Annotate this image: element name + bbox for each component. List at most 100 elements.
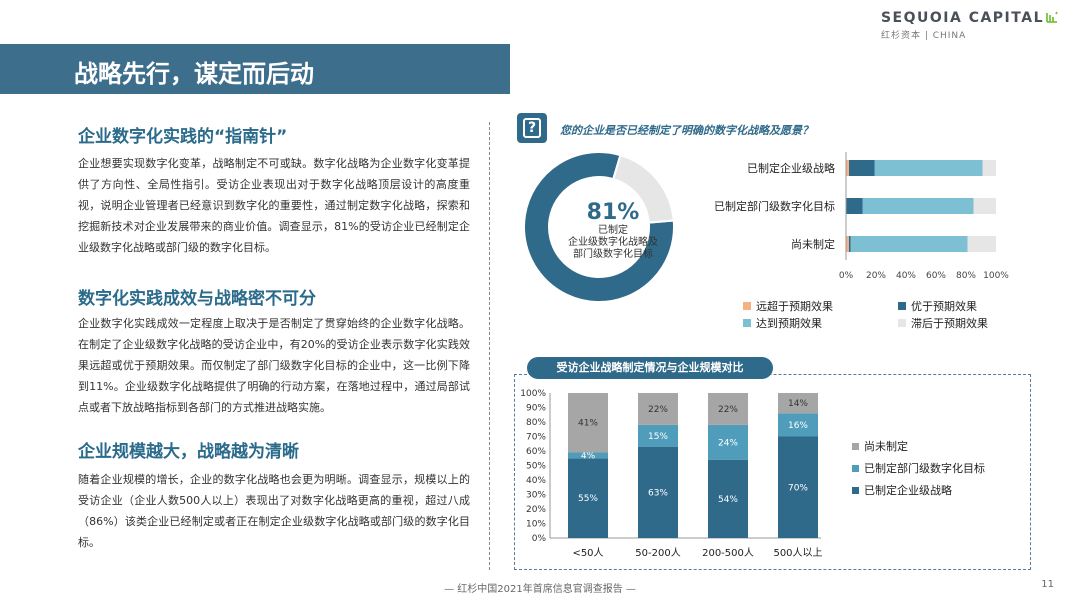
stacked-bar-segment [708, 393, 748, 425]
hbar-category-label: 已制定部门级数字化目标 [714, 200, 835, 213]
y-tick-label: 20% [526, 505, 546, 515]
data-label: 4% [581, 451, 596, 461]
size-chart-frame [514, 374, 1031, 570]
data-label: 15% [648, 432, 668, 442]
hbar-category-label: 尚未制定 [791, 238, 835, 251]
hbar-segment [846, 160, 849, 176]
hbar-tick-label: 60% [926, 271, 946, 281]
donut-slice [524, 151, 675, 303]
legend-label: 已制定企业级战略 [864, 483, 952, 497]
sequoia-logo: SEQUOIA CAPITAL 红杉资本 | CHINA [881, 10, 1058, 41]
data-label: 70% [788, 483, 808, 493]
section-body-results: 企业数字化实践成效一定程度上取决于是否制定了贯穿始终的企业数字化战略。在制定了企… [78, 317, 470, 414]
stacked-bar-segment [638, 393, 678, 425]
footer-text: — 红杉中国2021年首席信息官调查报告 — [444, 584, 636, 595]
data-label: 41% [578, 419, 598, 429]
data-label: 24% [718, 438, 738, 448]
data-label: 16% [788, 421, 808, 431]
data-label: 54% [718, 495, 738, 505]
hbar-segment [982, 160, 996, 176]
section-heading-compass: 企业数字化实践的“指南针” [78, 127, 288, 147]
hbar-chart: 0% 20% 40% 60% 80% 100% [839, 152, 1009, 281]
legend-label: 已制定部门级数字化目标 [864, 461, 985, 475]
donut-center-label: 81% 已制定 企业级数字化战略及 部门级数字化目标 [563, 200, 663, 261]
legend-label: 远超于预期效果 [756, 300, 833, 313]
question-icon: ? [517, 113, 547, 143]
hbar-segment [973, 198, 996, 214]
hbar-segment [850, 236, 968, 252]
hbar-segment [846, 198, 863, 214]
stacked-bar-segment [778, 393, 818, 414]
survey-question: 您的企业是否已经制定了明确的数字化战略及愿景？ [560, 124, 813, 137]
stacked-bar-segment [638, 446, 678, 538]
stacked-bar-segment [708, 424, 748, 460]
column-divider [489, 122, 490, 570]
stacked-bar-segment [568, 452, 608, 459]
title-bar [0, 44, 510, 94]
y-tick-label: 40% [526, 476, 546, 486]
y-tick-label: 50% [526, 462, 546, 472]
data-label: 63% [648, 488, 668, 498]
sequoia-leaf-icon [1046, 11, 1058, 23]
data-label: 14% [788, 399, 808, 409]
y-tick-label: 70% [526, 433, 546, 443]
donut-chart [524, 151, 675, 303]
legend-item: 达到预期效果 [743, 315, 822, 331]
hbar-segment [862, 198, 974, 214]
x-category-label: 500人以上 [773, 547, 822, 559]
y-tick-label: 10% [526, 520, 546, 530]
size-stacked-chart: 0% 10% 20% 30% 40% 50% 60% 70% 80% 90% 100% 55% 4% 41… [520, 389, 985, 559]
stacked-bar-segment [568, 458, 608, 538]
section-body-scale: 随着企业规模的增长，企业的数字化战略也会更为明晰。调查显示，规模以上的受访企业（… [78, 473, 470, 549]
legend-item: 优于预期效果 [898, 298, 977, 314]
hbar-tick-label: 40% [896, 271, 916, 281]
hbar-segment [874, 160, 983, 176]
legend-swatch [852, 443, 859, 450]
section-body-compass: 企业想要实现数字化变革，战略制定不可或缺。数字化战略为企业数字化变革提供了方向性… [78, 157, 470, 254]
donut-label-line: 企业级数字化战略及 [568, 237, 658, 248]
donut-label-line: 已制定 [598, 225, 628, 236]
donut-slice [612, 153, 675, 224]
legend-label: 达到预期效果 [756, 317, 822, 330]
legend-swatch [898, 302, 906, 310]
hbar-segment [967, 236, 996, 252]
hbar-tick-label: 80% [956, 271, 976, 281]
hbar-tick-label: 0% [839, 271, 854, 281]
page-title: 战略先行，谋定而后动 [74, 60, 314, 88]
brand-sub: 红杉资本 | CHINA [880, 31, 967, 41]
hbar-segment [849, 236, 851, 252]
size-chart-title: 受访企业战略制定情况与企业规模对比 [527, 357, 773, 379]
stacked-bar-segment [708, 459, 748, 538]
hbar-tick-label: 20% [866, 271, 886, 281]
y-tick-label: 90% [526, 404, 546, 414]
legend-label: 滞后于预期效果 [911, 317, 988, 330]
stacked-bar-segment [568, 393, 608, 453]
data-label: 22% [648, 405, 668, 415]
legend-swatch [743, 302, 751, 310]
x-category-label: <50人 [572, 547, 603, 559]
data-label: 55% [578, 494, 598, 504]
y-tick-label: 0% [532, 534, 547, 544]
legend-swatch [898, 319, 906, 327]
hbar-tick-label: 100% [983, 271, 1009, 281]
data-label: 22% [718, 405, 738, 415]
stacked-bar-segment [638, 424, 678, 447]
section-heading-results: 数字化实践成效与战略密不可分 [78, 289, 316, 309]
legend-item: 远超于预期效果 [743, 298, 833, 314]
legend-label: 尚未制定 [864, 439, 908, 453]
x-category-label: 200-500人 [702, 547, 754, 559]
y-tick-label: 80% [526, 418, 546, 428]
page-number: 11 [1041, 579, 1054, 590]
legend-item: 滞后于预期效果 [898, 315, 988, 331]
legend-label: 优于预期效果 [911, 300, 977, 313]
donut-label-line: 部门级数字化目标 [573, 249, 653, 260]
hbar-segment [849, 160, 875, 176]
hbar-segment [846, 236, 849, 252]
legend-swatch [852, 465, 859, 472]
stacked-bar-segment [778, 436, 818, 538]
y-tick-label: 30% [526, 491, 546, 501]
section-heading-scale: 企业规模越大，战略越为清晰 [78, 442, 299, 462]
y-tick-label: 100% [520, 389, 546, 399]
legend-swatch [743, 319, 751, 327]
x-category-label: 50-200人 [635, 547, 680, 559]
